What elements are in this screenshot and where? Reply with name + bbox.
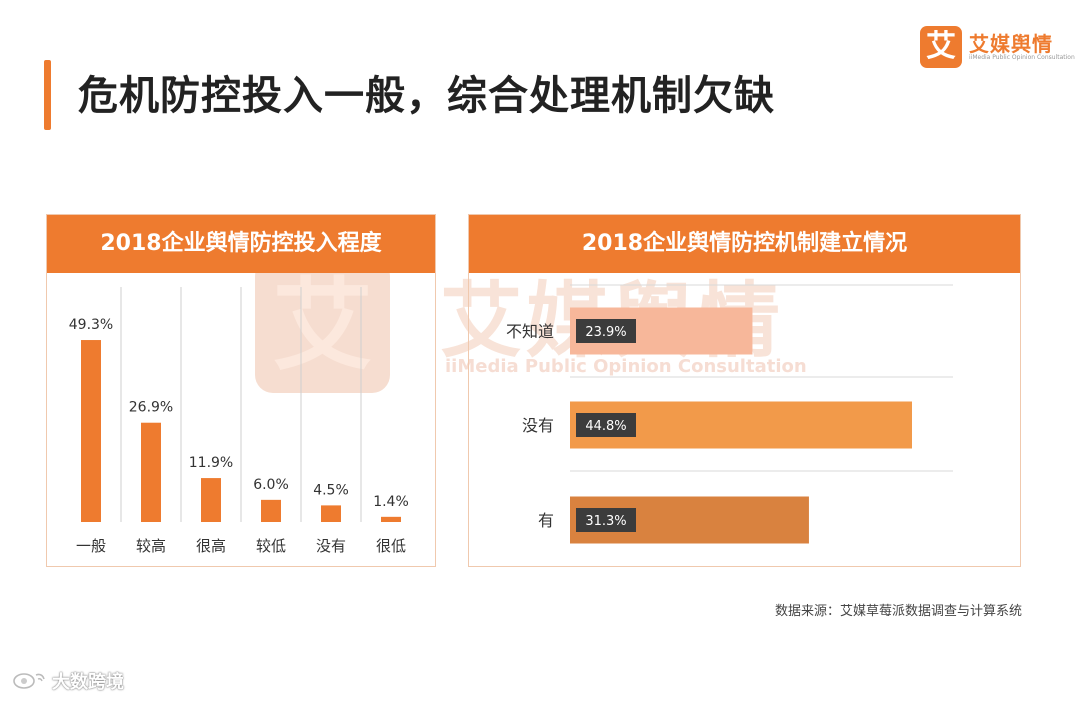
- mechanism-value-badge: [576, 319, 636, 343]
- investment-bar: [261, 499, 281, 522]
- investment-bar: [201, 478, 221, 522]
- investment-bar-chart: 49.3% 一般 26.9% 较高 11.9% 很高 6.0% 较低 4.5% 没有 1.4% 很低: [69, 287, 409, 555]
- investment-value-label: 1.4%: [373, 494, 409, 510]
- investment-chart-title: 2018企业舆情防控投入程度: [47, 215, 435, 273]
- investment-value-label: 11.9%: [189, 455, 233, 471]
- mechanism-category-label: 没有: [522, 416, 554, 435]
- investment-value-label: 4.5%: [313, 482, 349, 498]
- investment-category-label: 一般: [76, 537, 106, 555]
- mechanism-value-badge: [576, 413, 636, 437]
- investment-category-label: 较高: [136, 537, 166, 555]
- investment-bar: [81, 340, 101, 522]
- brand-subtitle: iiMedia Public Opinion Consultation: [969, 54, 1075, 61]
- brand-logo: 艾 艾媒舆情 iiMedia Public Opinion Consultati…: [920, 22, 1075, 72]
- page-title: 危机防控投入一般，综合处理机制欠缺: [78, 73, 775, 119]
- brand-name: 艾媒舆情: [969, 32, 1053, 56]
- mechanism-bar-chart: 23.9% 不知道 44.8% 没有 31.3% 有: [506, 284, 953, 544]
- title-accent-bar: [44, 60, 51, 130]
- investment-category-label: 很高: [196, 537, 226, 555]
- mechanism-category-label: 有: [538, 511, 554, 530]
- mechanism-value-label: 23.9%: [585, 325, 626, 340]
- mechanism-chart-panel: 2018企业舆情防控机制建立情况 23.9% 不知道 44.8% 没有 31.3% 有: [468, 214, 1021, 567]
- investment-category-label: 较低: [256, 537, 286, 555]
- investment-bar: [141, 422, 161, 522]
- investment-value-label: 49.3%: [69, 317, 113, 333]
- investment-value-label: 26.9%: [129, 400, 173, 416]
- investment-category-label: 没有: [316, 537, 346, 555]
- investment-bar: [321, 505, 341, 522]
- weibo-eye-icon: [13, 673, 45, 689]
- mechanism-value-label: 31.3%: [585, 514, 626, 529]
- mechanism-chart-title: 2018企业舆情防控机制建立情况: [469, 215, 1020, 273]
- bottom-logo-text: 大数跨境: [52, 672, 124, 693]
- mechanism-category-label: 不知道: [506, 322, 554, 341]
- bottom-logo: 大数跨境: [12, 668, 152, 694]
- mechanism-value-label: 44.8%: [585, 419, 626, 434]
- investment-value-label: 6.0%: [253, 477, 289, 493]
- data-source-note: 数据来源：艾媒草莓派数据调查与计算系统: [774, 604, 1022, 619]
- investment-bar: [381, 516, 401, 522]
- mechanism-value-badge: [576, 508, 636, 532]
- brand-mark-icon: 艾: [920, 26, 962, 68]
- investment-category-label: 很低: [376, 537, 406, 555]
- investment-chart-panel: 2018企业舆情防控投入程度 49.3% 一般 26.9% 较高 11.9% 很高 6.0%…: [46, 214, 436, 567]
